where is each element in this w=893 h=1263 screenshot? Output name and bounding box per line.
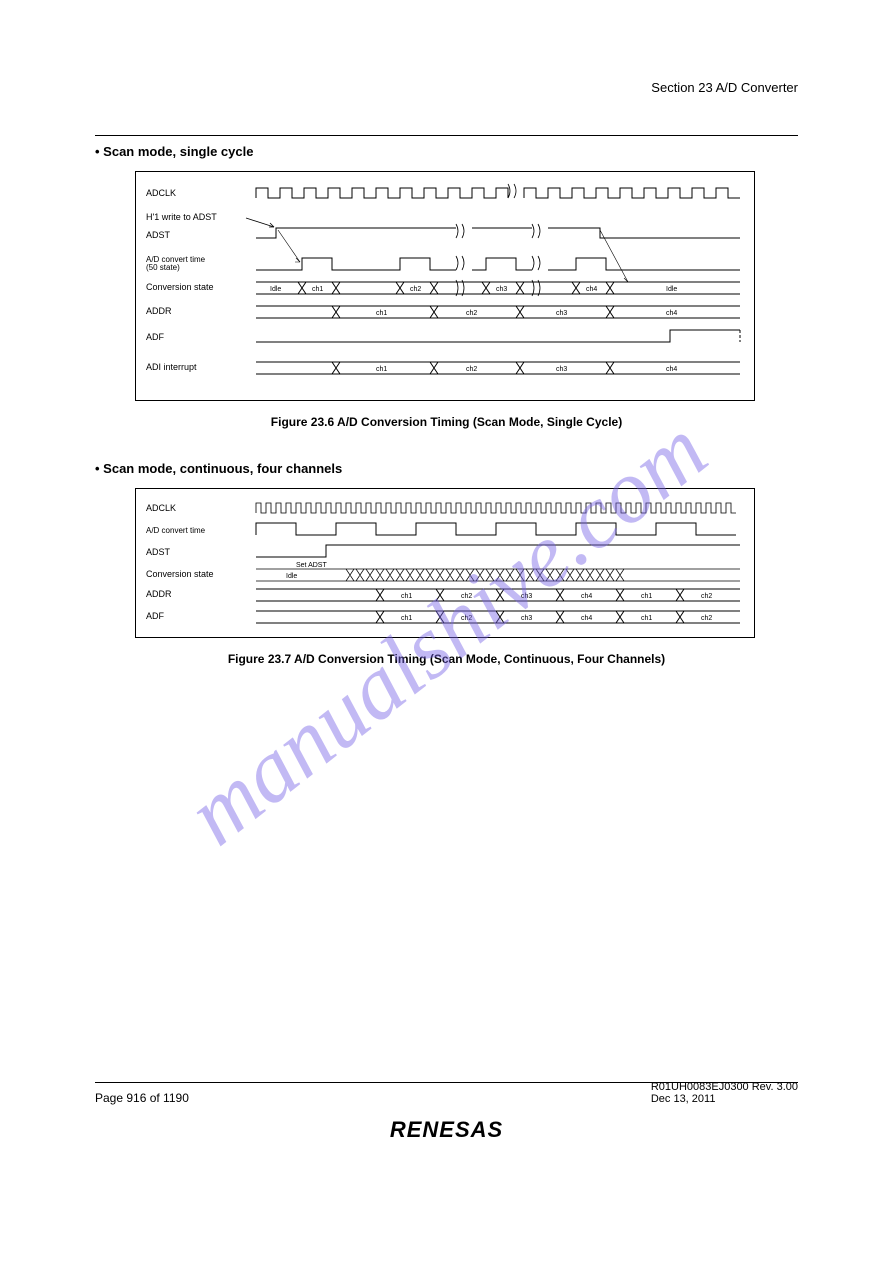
fig2-convert-time-label: A/D convert time (146, 526, 206, 535)
svg-text:ch2: ch2 (410, 286, 421, 293)
fig1-adi-label: ADI interrupt (146, 362, 197, 372)
svg-text:Idle: Idle (286, 573, 297, 580)
fig2-caption: Figure 23.7 A/D Conversion Timing (Scan … (95, 652, 798, 666)
svg-text:Idle: Idle (270, 286, 281, 293)
fig1-conv-state-label: Conversion state (146, 282, 214, 292)
svg-text:ch3: ch3 (496, 286, 507, 293)
svg-text:ch1: ch1 (376, 310, 387, 317)
fig1-svg: ADCLK H'1 write to ADST ADST A/D convert… (146, 180, 746, 394)
page-number: Page 916 of 1190 (95, 1091, 189, 1105)
fig2-heading: • Scan mode, continuous, four channels (95, 461, 798, 476)
fig1-addr-label: ADDR (146, 306, 172, 316)
svg-text:ch3: ch3 (556, 310, 567, 317)
svg-text:ch1: ch1 (401, 615, 412, 622)
svg-text:ch2: ch2 (466, 310, 477, 317)
svg-text:ch4: ch4 (666, 366, 677, 373)
fig1-adf-label: ADF (146, 332, 165, 342)
svg-text:Idle: Idle (666, 286, 677, 293)
fig2-conv-state-label: Conversion state (146, 569, 214, 579)
fig1-diagram: ADCLK H'1 write to ADST ADST A/D convert… (135, 171, 755, 401)
svg-text:ch3: ch3 (521, 593, 532, 600)
svg-text:ch2: ch2 (466, 366, 477, 373)
rev-date: Dec 13, 2011 (651, 1093, 716, 1105)
svg-text:ch3: ch3 (521, 615, 532, 622)
svg-text:ch4: ch4 (666, 310, 677, 317)
fig2-adf-label: ADF (146, 611, 165, 621)
svg-text:ch2: ch2 (461, 615, 472, 622)
svg-text:ch2: ch2 (701, 593, 712, 600)
svg-text:ch2: ch2 (701, 615, 712, 622)
fig2-diagram: ADCLK A/D convert time ADST Set ADST Con… (135, 488, 755, 638)
fig1-adclk-label: ADCLK (146, 188, 176, 198)
fig1-caption: Figure 23.6 A/D Conversion Timing (Scan … (95, 415, 798, 429)
fig2-adclk-label: ADCLK (146, 503, 176, 513)
section-title: Section 23 A/D Converter (95, 80, 798, 95)
fig1-adst-label: ADST (146, 230, 171, 240)
svg-text:ch4: ch4 (581, 593, 592, 600)
svg-text:ch1: ch1 (641, 593, 652, 600)
svg-text:ch4: ch4 (586, 286, 597, 293)
fig1-heading: • Scan mode, single cycle (95, 144, 798, 159)
svg-text:ch4: ch4 (581, 615, 592, 622)
svg-text:ch1: ch1 (312, 286, 323, 293)
svg-text:ch2: ch2 (461, 593, 472, 600)
page-container: Section 23 A/D Converter • Scan mode, si… (0, 0, 893, 1263)
fig2-set-adst: Set ADST (296, 562, 327, 569)
fig2-adst-label: ADST (146, 547, 171, 557)
rev-code: R01UH0083EJ0300 Rev. 3.00 (651, 1081, 798, 1093)
svg-text:ch3: ch3 (556, 366, 567, 373)
svg-text:ch1: ch1 (376, 366, 387, 373)
renesas-logo: RENESAS (390, 1117, 503, 1143)
fig1-adst-write-label: H'1 write to ADST (146, 212, 217, 222)
svg-text:ch1: ch1 (401, 593, 412, 600)
revision-text: R01UH0083EJ0300 Rev. 3.00 Dec 13, 2011 (651, 1081, 798, 1105)
fig1-convert-time-sub: (50 state) (146, 263, 180, 272)
svg-text:ch1: ch1 (641, 615, 652, 622)
header-rule (95, 135, 798, 136)
fig2-svg: ADCLK A/D convert time ADST Set ADST Con… (146, 497, 746, 631)
fig2-addr-label: ADDR (146, 589, 172, 599)
